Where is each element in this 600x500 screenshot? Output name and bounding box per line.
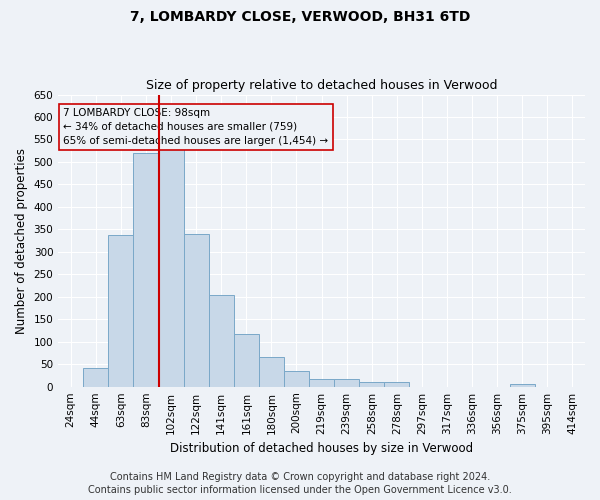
Bar [158, 146, 184, 386]
Bar [209, 296, 234, 386]
Bar [234, 334, 259, 386]
Title: Size of property relative to detached houses in Verwood: Size of property relative to detached ho… [146, 79, 497, 92]
Bar [83, 368, 109, 386]
Bar [510, 384, 535, 386]
Text: Contains HM Land Registry data © Crown copyright and database right 2024.
Contai: Contains HM Land Registry data © Crown c… [88, 472, 512, 495]
Bar [184, 234, 209, 386]
Bar [385, 382, 409, 386]
Text: 7 LOMBARDY CLOSE: 98sqm
← 34% of detached houses are smaller (759)
65% of semi-d: 7 LOMBARDY CLOSE: 98sqm ← 34% of detache… [64, 108, 329, 146]
Bar [334, 378, 359, 386]
Bar [259, 357, 284, 386]
X-axis label: Distribution of detached houses by size in Verwood: Distribution of detached houses by size … [170, 442, 473, 455]
Bar [133, 153, 158, 386]
Bar [359, 382, 385, 386]
Y-axis label: Number of detached properties: Number of detached properties [15, 148, 28, 334]
Bar [284, 371, 309, 386]
Bar [309, 378, 334, 386]
Text: 7, LOMBARDY CLOSE, VERWOOD, BH31 6TD: 7, LOMBARDY CLOSE, VERWOOD, BH31 6TD [130, 10, 470, 24]
Bar [109, 235, 133, 386]
